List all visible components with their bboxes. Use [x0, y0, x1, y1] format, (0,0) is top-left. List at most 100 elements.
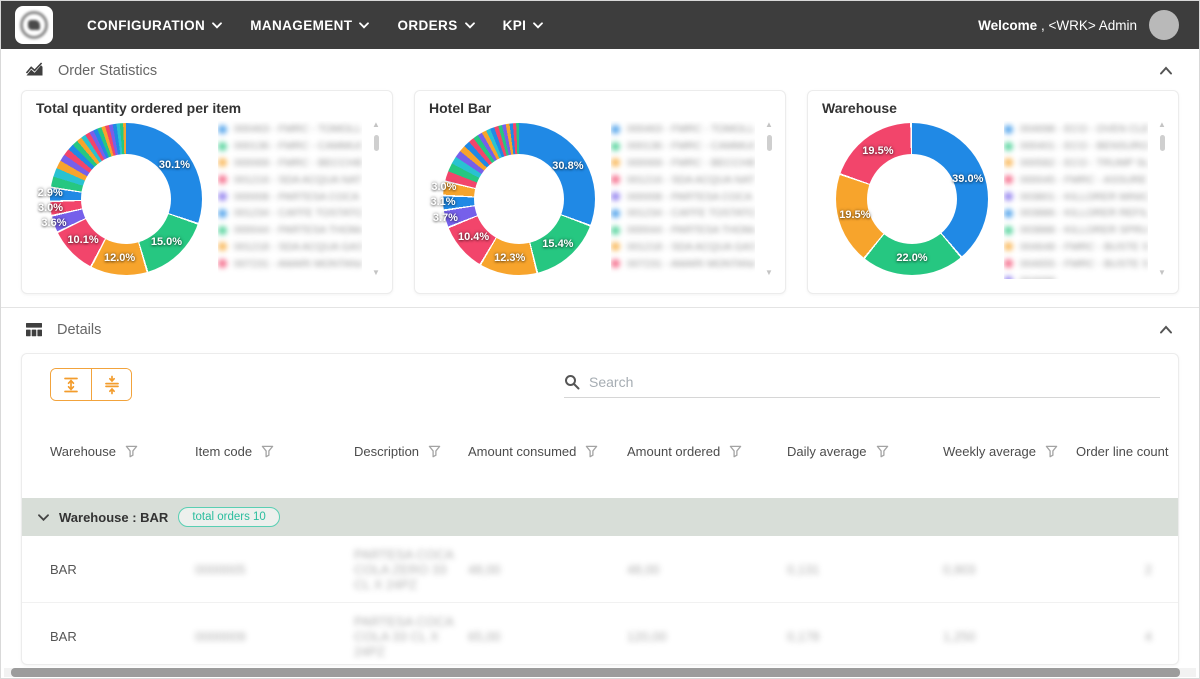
- filter-funnel-icon[interactable]: [729, 445, 742, 458]
- legend-item[interactable]: 000044 - PARTESA THOMAS: [218, 222, 362, 239]
- legend-item[interactable]: 007231 - AMARI MONTANA A: [611, 255, 755, 272]
- user-avatar[interactable]: [1149, 10, 1179, 40]
- legend-scrollbar[interactable]: ▲ ▼: [765, 121, 775, 277]
- slice-percent-label: 39.0%: [952, 172, 984, 185]
- legend-item[interactable]: 001216 - SDA ACQUA NATUR: [611, 171, 755, 188]
- donut-chart[interactable]: 30.1% 15.0% 12.0% 10.1% 3.6% 3.0% 2.9%: [38, 123, 202, 275]
- group-row-warehouse-bar[interactable]: Warehouse : BAR total orders 10: [22, 498, 1178, 536]
- chevron-down-icon[interactable]: [38, 513, 49, 521]
- legend-item[interactable]: 000008 - PARTESA COCA CO: [218, 188, 362, 205]
- column-header-item-code[interactable]: Item code: [195, 438, 354, 464]
- horizontal-scrollbar-thumb[interactable]: [11, 668, 1180, 677]
- search-input[interactable]: [589, 374, 1160, 390]
- filter-funnel-icon[interactable]: [428, 445, 441, 458]
- scroll-down-icon[interactable]: ▼: [372, 268, 380, 277]
- legend-item[interactable]: 000069 - FMRC - BECCHIER: [611, 155, 755, 172]
- menu-management[interactable]: MANAGEMENT: [250, 18, 370, 33]
- filter-funnel-icon[interactable]: [585, 445, 598, 458]
- scroll-down-icon[interactable]: ▼: [1158, 268, 1166, 277]
- legend-scrollbar[interactable]: ▲ ▼: [1158, 121, 1168, 277]
- legend-item[interactable]: 000008 - PARTESA COCA CO: [611, 188, 755, 205]
- scroll-up-icon[interactable]: ▲: [1158, 120, 1166, 129]
- legend-scrollbar[interactable]: ▲ ▼: [372, 121, 382, 277]
- table-cell: BAR: [50, 561, 77, 577]
- legend-item[interactable]: 004699: [1004, 272, 1148, 279]
- donut-chart[interactable]: 30.8% 15.4% 12.3% 10.4% 3.7% 3.1% 3.0%: [431, 123, 595, 275]
- column-header-daily-average[interactable]: Daily average: [787, 438, 943, 464]
- legend-item[interactable]: 003888 - KILLORER SPRUZ: [1004, 222, 1148, 239]
- chart-title: Hotel Bar: [429, 100, 492, 116]
- menu-orders[interactable]: ORDERS: [397, 18, 475, 33]
- legend-item[interactable]: 000069 - FMRC - BECCHIER: [218, 155, 362, 172]
- table-icon: [25, 321, 43, 338]
- column-header-amount-ordered[interactable]: Amount ordered: [627, 438, 787, 464]
- legend-item[interactable]: 004648 - FMRC - BUSTE SC: [1004, 239, 1148, 256]
- legend-item[interactable]: 000401 - ECO - BENSUROL: [1004, 138, 1148, 155]
- table-row[interactable]: BAR 0000009 PARTESA COCA COLA 33 CL X 24PZ…: [22, 603, 1178, 664]
- legend-item[interactable]: 000136 - FMRC - CAMMUCCI: [218, 138, 362, 155]
- column-header-description[interactable]: Description: [354, 438, 468, 464]
- column-header-weekly-average[interactable]: Weekly average: [943, 438, 1076, 464]
- legend-label: 001216 - SDA ACQUA NATUR: [234, 173, 362, 186]
- donut-chart[interactable]: 39.0% 22.0% 19.5% 19.5%: [836, 123, 988, 275]
- legend-item[interactable]: 007231 - AMARI MONTANA A: [218, 255, 362, 272]
- collapse-order-statistics-button[interactable]: [1159, 66, 1173, 75]
- column-header-amount-consumed[interactable]: Amount consumed: [468, 438, 627, 464]
- scroll-down-icon[interactable]: ▼: [765, 268, 773, 277]
- legend-item[interactable]: 003886 - KILLORER REFIL: [1004, 205, 1148, 222]
- legend-item[interactable]: 004698 - ECO - OVEN CLEA: [1004, 121, 1148, 138]
- table-cell: 1,250: [943, 628, 976, 644]
- collapse-details-button[interactable]: [1159, 325, 1173, 334]
- filter-funnel-icon[interactable]: [876, 445, 889, 458]
- scrollbar-thumb[interactable]: [1160, 135, 1165, 151]
- expand-rows-button[interactable]: [51, 369, 91, 400]
- chart-card-warehouse: Warehouse 39.0% 22.0% 19.5% 19.5% 004698 - …: [807, 90, 1179, 294]
- legend-item[interactable]: 001216 - SDA ACQUA NATUR: [218, 171, 362, 188]
- horizontal-scrollbar[interactable]: [4, 668, 1196, 677]
- menu-configuration[interactable]: CONFIGURATION: [87, 17, 223, 33]
- slice-percent-label: 3.0%: [431, 181, 457, 194]
- filter-funnel-icon[interactable]: [125, 445, 138, 458]
- legend-label: 004699: [1020, 275, 1055, 279]
- legend-item[interactable]: 001234 - CAFFE TOSTATO C: [218, 205, 362, 222]
- column-label: Description: [354, 443, 420, 459]
- legend-item[interactable]: 000463 - FMRC - TOMOLLO: [218, 121, 362, 138]
- legend-item[interactable]: 000582 - ECO - TRUMP SL: [1004, 155, 1148, 172]
- column-label: Amount ordered: [627, 443, 721, 459]
- legend-item[interactable]: 000136 - FMRC - CAMMUCCI: [611, 138, 755, 155]
- legend-label: 004648 - FMRC - BUSTE SC: [1020, 240, 1148, 253]
- legend-item[interactable]: 004655 - FMRC - BUSTE SC: [1004, 255, 1148, 272]
- legend-color-dot: [218, 259, 227, 269]
- chevron-down-icon: [359, 21, 370, 29]
- legend-item[interactable]: 001218 - SDA ACQUA GAS T: [611, 239, 755, 256]
- filter-funnel-icon[interactable]: [261, 445, 274, 458]
- legend-item[interactable]: 003801 - KILLORER MINIO: [1004, 188, 1148, 205]
- legend-item[interactable]: 000044 - PARTESA THOMAS: [611, 222, 755, 239]
- column-header-order-line-count[interactable]: Order line count: [1076, 438, 1178, 464]
- collapse-rows-button[interactable]: [91, 369, 131, 400]
- chart-cards-row: Total quantity ordered per item 30.1% 15.…: [1, 88, 1199, 294]
- app-logo[interactable]: [15, 6, 53, 44]
- table-cell: BAR: [50, 628, 77, 644]
- menu-kpi[interactable]: KPI: [503, 18, 544, 33]
- legend-item[interactable]: 001218 - SDA ACQUA GAS T: [218, 239, 362, 256]
- scroll-up-icon[interactable]: ▲: [372, 120, 380, 129]
- filter-funnel-icon[interactable]: [1045, 445, 1058, 458]
- menu-label: CONFIGURATION: [87, 17, 206, 33]
- legend-item[interactable]: 000463 - FMRC - TOMOLLO: [611, 121, 755, 138]
- scrollbar-thumb[interactable]: [767, 135, 772, 151]
- legend-item[interactable]: 000045 - FMRC - ASSURE L: [1004, 171, 1148, 188]
- legend-color-dot: [1004, 192, 1013, 202]
- column-header-warehouse[interactable]: Warehouse: [50, 438, 195, 464]
- scrollbar-thumb[interactable]: [374, 135, 379, 151]
- row-height-toolbar: [50, 368, 132, 401]
- top-navbar: CONFIGURATION MANAGEMENT ORDERS KPI Welcome…: [1, 1, 1199, 49]
- scroll-up-icon[interactable]: ▲: [765, 120, 773, 129]
- legend-item[interactable]: 001234 - CAFFE TOSTATO C: [611, 205, 755, 222]
- table-cell: 0,131: [787, 561, 820, 577]
- table-row[interactable]: BAR 0000005 PARTESA COCA COLA ZERO 33 CL X…: [22, 536, 1178, 603]
- legend-label: 003888 - KILLORER SPRUZ: [1020, 224, 1148, 237]
- menu-label: KPI: [502, 17, 527, 33]
- legend-color-dot: [218, 225, 227, 235]
- table-cell: 48,00: [627, 561, 660, 577]
